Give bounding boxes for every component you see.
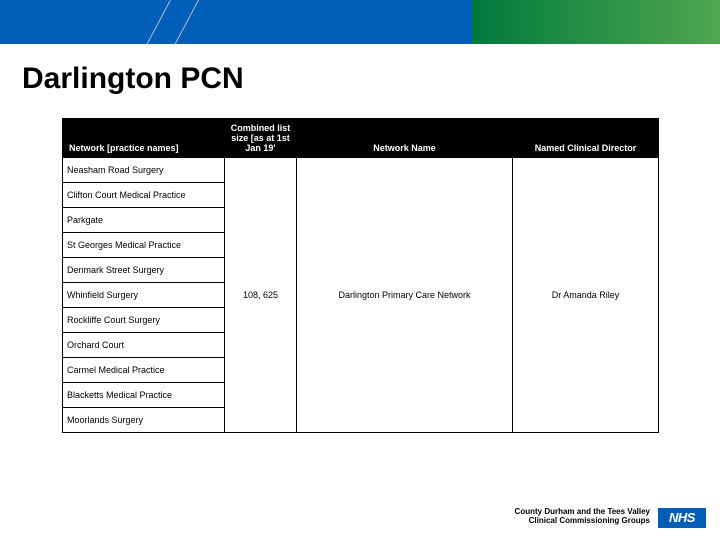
- pcn-table: Network [practice names] Combined list s…: [62, 118, 659, 433]
- pcn-table-wrap: Network [practice names] Combined list s…: [62, 118, 658, 433]
- list-size-cell: 108, 625: [225, 158, 297, 433]
- footer-line-1: County Durham and the Tees Valley: [515, 507, 650, 516]
- slide-container: { "title": "Darlington PCN", "table": { …: [0, 0, 720, 540]
- practice-cell: Rockliffe Court Surgery: [63, 308, 225, 333]
- practice-cell: Orchard Court: [63, 333, 225, 358]
- footer-line-2: Clinical Commissioning Groups: [529, 516, 650, 525]
- page-title: Darlington PCN: [22, 62, 244, 96]
- practice-cell: Neasham Road Surgery: [63, 158, 225, 183]
- clinical-director-cell: Dr Amanda Riley: [513, 158, 659, 433]
- col-practice-names: Network [practice names]: [63, 119, 225, 158]
- table-row: Neasham Road Surgery 108, 625 Darlington…: [63, 158, 659, 183]
- practice-cell: Clifton Court Medical Practice: [63, 183, 225, 208]
- practice-cell: Carmel Medical Practice: [63, 358, 225, 383]
- practice-cell: Denmark Street Surgery: [63, 258, 225, 283]
- col-clinical-director: Named Clinical Director: [513, 119, 659, 158]
- col-network-name: Network Name: [297, 119, 513, 158]
- col-list-size: Combined list size [as at 1st Jan 19': [225, 119, 297, 158]
- banner-underline: [0, 44, 720, 54]
- nhs-logo: NHS: [658, 508, 706, 528]
- network-name-cell: Darlington Primary Care Network: [297, 158, 513, 433]
- practice-cell: Whinfield Surgery: [63, 283, 225, 308]
- table-header-row: Network [practice names] Combined list s…: [63, 119, 659, 158]
- practice-cell: Parkgate: [63, 208, 225, 233]
- practice-cell: St Georges Medical Practice: [63, 233, 225, 258]
- top-banner-green: [472, 0, 720, 44]
- footer-text: County Durham and the Tees Valley Clinic…: [515, 507, 650, 526]
- practice-cell: Blacketts Medical Practice: [63, 383, 225, 408]
- practice-cell: Moorlands Surgery: [63, 408, 225, 433]
